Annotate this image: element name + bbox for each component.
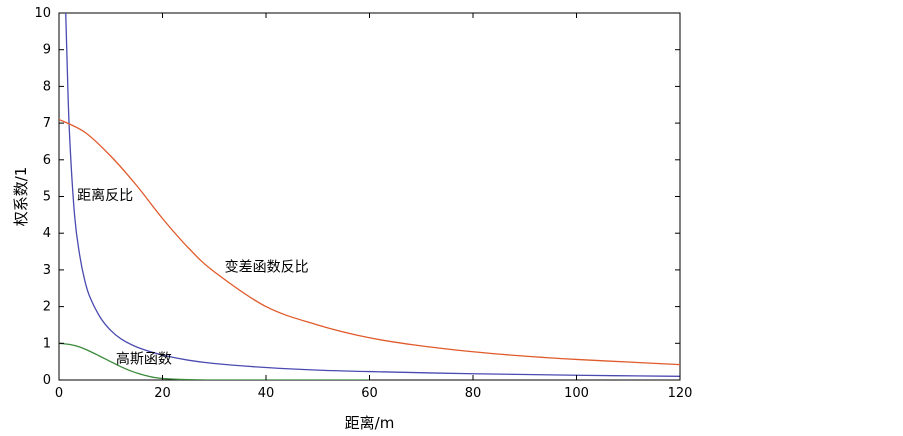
- plot-area: [58, 12, 681, 381]
- x-tick-label: 20: [154, 386, 171, 401]
- y-axis-label: 权系数/1: [12, 167, 30, 227]
- y-tick-label: 4: [43, 226, 51, 241]
- y-tick-label: 7: [43, 116, 51, 131]
- y-tick-label: 0: [43, 373, 51, 388]
- x-tick-label: 60: [361, 386, 378, 401]
- y-tick-label: 3: [43, 263, 51, 278]
- series-line-3: [59, 342, 370, 380]
- y-tick-label: 10: [34, 6, 51, 21]
- series-line-1: [65, 13, 680, 377]
- series-line-2: [59, 118, 680, 366]
- x-tick-label: 40: [258, 386, 275, 401]
- curve-label-1: 距离反比: [77, 187, 133, 204]
- x-tick-label: 0: [55, 386, 63, 401]
- y-tick-label: 6: [43, 153, 51, 168]
- y-tick-label: 8: [43, 79, 51, 94]
- x-tick-label: 80: [465, 386, 482, 401]
- y-tick-label: 9: [43, 43, 51, 58]
- curves: [59, 13, 680, 380]
- y-tick-label: 1: [43, 336, 51, 351]
- y-tick-label: 5: [43, 190, 51, 205]
- y-tick-label: 2: [43, 300, 51, 315]
- x-tick-label: 120: [668, 386, 693, 401]
- plot-frame: [58, 12, 681, 381]
- curve-label-2: 变差函数反比: [225, 260, 309, 276]
- curve-label-3: 高斯函数: [116, 350, 172, 367]
- axis-ticks: 0 20 40 60 80 100 120 0 1 2 3 4 5 6 7 8 9 10: [34, 6, 692, 401]
- x-tick-label: 100: [564, 386, 589, 401]
- x-axis-label: 距离/m: [345, 414, 395, 432]
